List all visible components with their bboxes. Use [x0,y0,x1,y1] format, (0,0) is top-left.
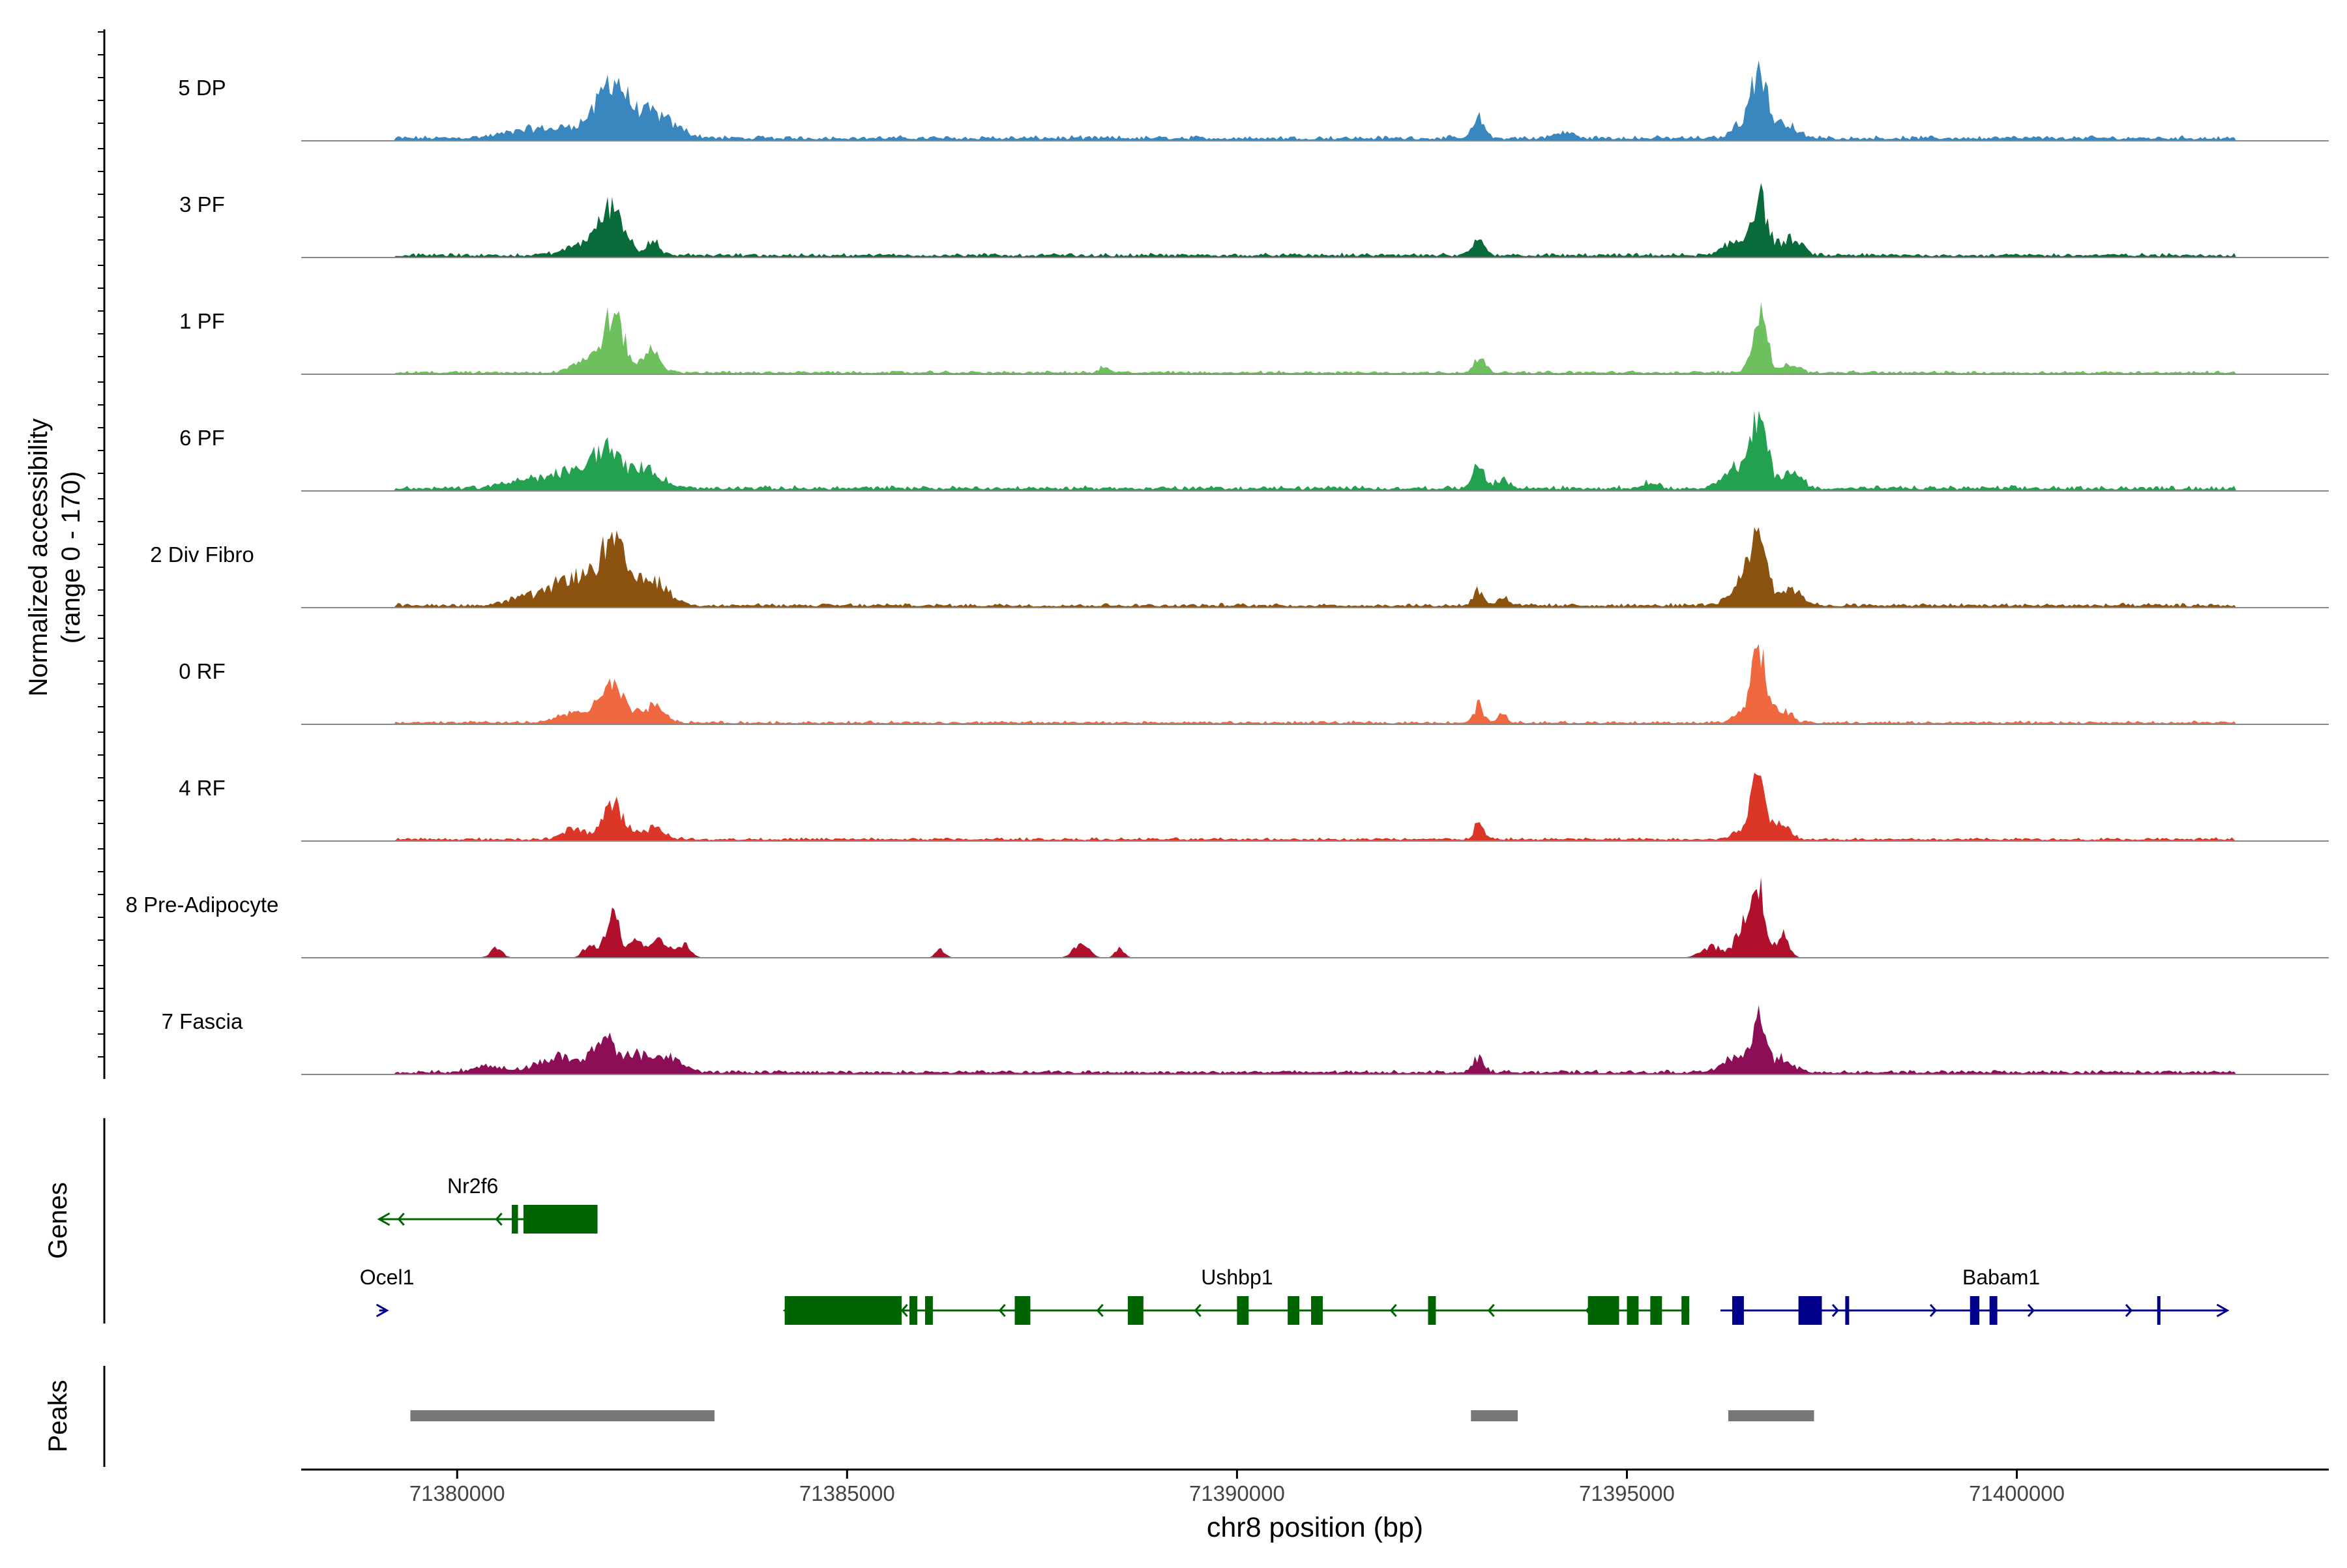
gene-label: Ushbp1 [1201,1265,1273,1289]
track-label: 7 Fascia [162,1009,243,1033]
x-tick-label: 71385000 [799,1481,895,1505]
track-label: 5 DP [178,76,226,100]
gene-nr2f6: Nr2f6 [377,1174,598,1234]
x-tick-label: 71400000 [1969,1481,2065,1505]
track-label: 2 Div Fibro [150,542,254,567]
gene-label: Babam1 [1962,1265,2040,1289]
gene-exon [784,1296,902,1325]
x-tick-label: 71380000 [409,1481,505,1505]
genes-track-label: Genes [44,1182,72,1259]
y-axis-title-line1: Normalized accessibility [24,419,53,697]
gene-track: Genes Nr2f6 Ocel1 Ushbp1 Babam1 [44,1118,2230,1325]
gene-exon [1970,1296,1980,1325]
strand-arrow [2027,1304,2035,1317]
coverage-area [301,410,2329,491]
peak-region [1728,1410,1814,1421]
strand-arrow [900,1304,908,1317]
gene-exon [1732,1296,1744,1325]
peak-region [1471,1410,1518,1421]
strand-arrow [1831,1304,1840,1317]
peak-track: Peaks [44,1366,1814,1467]
x-tick-label: 71390000 [1189,1481,1285,1505]
coverage-area [301,773,2329,841]
coverage-area [301,643,2329,724]
strand-arrow [1096,1304,1104,1317]
coverage-area [301,60,2329,141]
track-0-rf: 0 RF [179,643,2329,725]
x-tick-label: 71395000 [1579,1481,1675,1505]
gene-exon [1237,1296,1249,1325]
coverage-area [301,1005,2329,1074]
gene-exon [523,1205,598,1234]
y-axis-title-line2: (range 0 - 170) [57,471,85,644]
gene-exon [1989,1296,1998,1325]
gene-exon [1681,1296,1690,1325]
gene-exon [2157,1296,2161,1325]
strand-arrow [1929,1304,1938,1317]
track-2-div-fibro: 2 Div Fibro [150,527,2329,608]
gene-exon [1627,1296,1639,1325]
track-3-pf: 3 PF [179,183,2329,258]
peaks-track-label: Peaks [44,1380,72,1452]
x-axis-title: chr8 position (bp) [1207,1512,1423,1543]
gene-exon [1014,1296,1031,1325]
gene-exon [1311,1296,1323,1325]
gene-exon [1587,1296,1619,1325]
gene-exon [1127,1296,1144,1325]
track-label: 1 PF [179,309,225,333]
strand-arrow [495,1213,503,1226]
gene-exon [1288,1296,1300,1325]
track-label: 0 RF [179,659,226,683]
coverage-area [301,877,2329,958]
gene-exon [511,1205,518,1234]
strand-arrow [1389,1304,1397,1317]
gene-ushbp1: Ushbp1 [782,1265,1690,1325]
gene-exon [1845,1296,1850,1325]
strand-arrow [2125,1304,2133,1317]
track-label: 8 Pre-Adipocyte [126,893,279,917]
track-label: 4 RF [179,776,226,800]
gene-label: Nr2f6 [447,1174,498,1198]
track-8-pre-adipocyte: 8 Pre-Adipocyte [126,877,2329,958]
track-label: 3 PF [179,192,225,216]
gene-babam1: Babam1 [1720,1265,2230,1325]
track-5-dp: 5 DP [178,60,2329,141]
x-axis: chr8 position (bp) 71380000 71385000 71390… [301,1468,2329,1543]
track-6-pf: 6 PF [179,410,2329,492]
strand-arrow [377,1212,391,1226]
track-label: 6 PF [179,426,225,450]
coverage-area [301,527,2329,608]
strand-arrow [1194,1304,1202,1317]
gene-exon [924,1296,933,1325]
coverage-area [301,302,2329,374]
strand-arrow [1487,1304,1495,1317]
gene-ocel1: Ocel1 [360,1265,415,1318]
gene-exon [909,1296,917,1325]
coverage-area [301,183,2329,258]
track-4-rf: 4 RF [179,773,2329,842]
strand-arrow [397,1213,405,1226]
peak-region [410,1410,715,1421]
strand-arrow [2216,1303,2230,1318]
gene-exon [1650,1296,1662,1325]
y-axis-title: Normalized accessibility (range 0 - 170) [24,419,85,697]
strand-arrow [998,1304,1006,1317]
gene-label: Ocel1 [360,1265,415,1289]
gene-exon [1428,1296,1436,1325]
gene-exon [1798,1296,1822,1325]
track-7-fascia: 7 Fascia [162,1005,2329,1075]
strand-arrow [376,1303,389,1318]
coverage-y-axis [98,29,106,1079]
coverage-tracks: 5 DP 3 PF 1 PF 6 PF 2 Div Fibro 0 RF 4 RF 8 Pre… [126,60,2329,1075]
track-1-pf: 1 PF [179,302,2329,375]
